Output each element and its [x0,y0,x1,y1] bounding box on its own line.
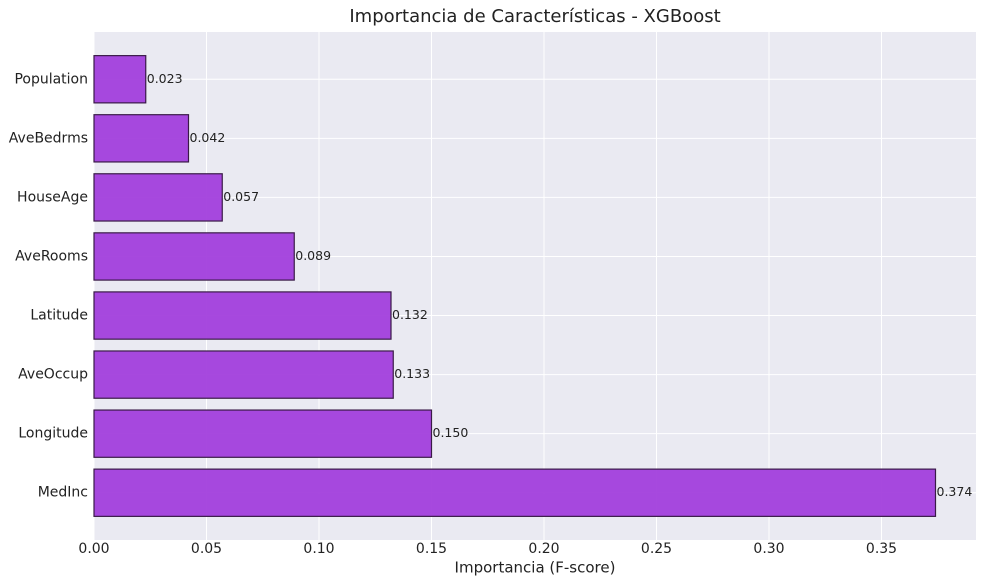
plot-area [94,32,976,540]
value-label: 0.150 [433,425,469,440]
y-tick-label: HouseAge [17,189,88,205]
y-tick-label: AveRooms [15,248,88,264]
x-tick-label: 0.30 [753,541,784,557]
bar [93,55,147,104]
value-label: 0.057 [223,189,259,204]
bar [93,114,190,163]
y-tick-label: AveBedrms [9,130,88,146]
y-tick-label: Population [14,71,88,87]
value-label: 0.374 [937,484,973,499]
bar [93,409,433,458]
x-tick-label: 0.05 [191,541,222,557]
value-label: 0.042 [190,130,226,145]
chart-title: Importancia de Características - XGBoost [349,6,720,27]
value-label: 0.023 [147,71,183,86]
x-tick-label: 0.10 [303,541,334,557]
value-label: 0.133 [394,366,430,381]
value-label: 0.089 [295,248,331,263]
bar [93,468,937,517]
x-tick-label: 0.25 [641,541,672,557]
bar [93,291,392,340]
y-tick-label: AveOccup [18,367,88,383]
y-tick-label: Longitude [18,426,88,442]
bar [93,173,223,222]
x-tick-label: 0.35 [866,541,897,557]
y-tick-label: MedInc [38,485,88,501]
x-tick-label: 0.20 [528,541,559,557]
value-label: 0.132 [392,307,428,322]
bar [93,350,394,399]
x-tick-label: 0.15 [416,541,447,557]
y-tick-label: Latitude [30,308,88,324]
x-tick-label: 0.00 [78,541,109,557]
x-axis-label: Importancia (F-score) [455,559,616,577]
bar [93,232,295,281]
